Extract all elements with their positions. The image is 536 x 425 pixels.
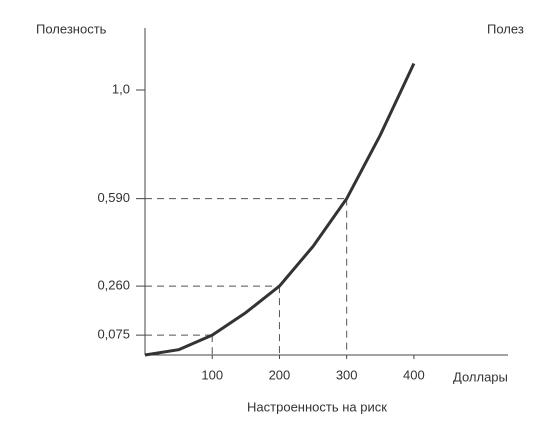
y-tick-label: 0,590 <box>97 190 130 205</box>
right-axis-label: Полез <box>487 21 524 36</box>
x-tick-label: 200 <box>269 367 291 382</box>
y-axis-label: Полезность <box>36 21 107 36</box>
x-tick-label: 100 <box>201 367 223 382</box>
y-tick-label: 1,0 <box>112 81 130 96</box>
x-unit-label: Доллары <box>453 369 508 384</box>
y-tick-label: 0,260 <box>97 278 130 293</box>
utility-curve <box>144 62 416 357</box>
x-axis-title: Настроенность на риск <box>247 399 387 414</box>
x-tick-label: 400 <box>403 367 425 382</box>
y-tick-label: 0,075 <box>97 327 130 342</box>
x-tick-label: 300 <box>336 367 358 382</box>
